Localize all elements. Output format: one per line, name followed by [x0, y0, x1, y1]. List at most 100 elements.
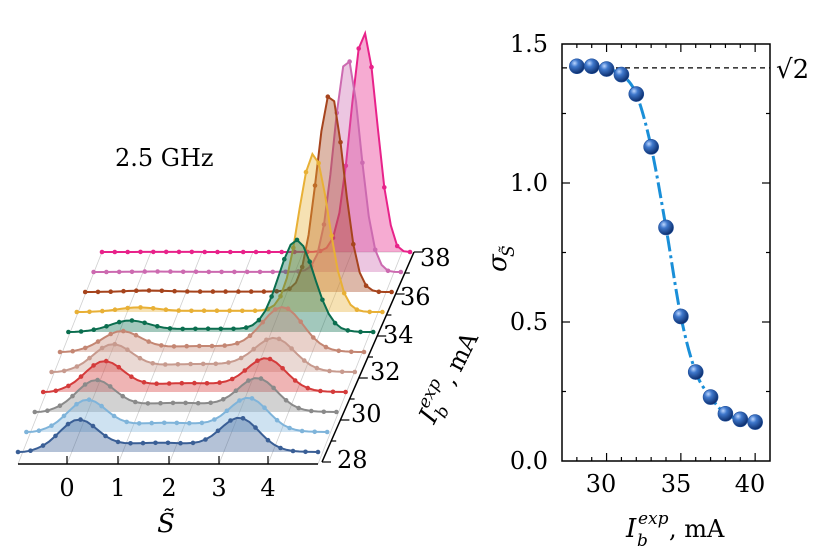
waterfall-point [95, 289, 101, 295]
waterfall-point [115, 439, 121, 445]
waterfall-point [299, 264, 305, 270]
waterfall-point [303, 169, 309, 175]
waterfall-point [325, 94, 331, 99]
waterfall-point [283, 269, 288, 275]
sigma-chart: √2 0.0 0.5 1.0 1.5 30 35 40 I b exp , mA… [483, 30, 809, 551]
waterfall-point [323, 344, 329, 350]
z-tick-label: 28 [337, 446, 368, 474]
waterfall-point [285, 306, 291, 312]
x-tick-label: 35 [661, 470, 692, 498]
waterfall-point [174, 420, 180, 426]
x-tick-label: 2 [161, 474, 176, 502]
waterfall-point [53, 433, 58, 439]
waterfall-point [215, 428, 221, 434]
waterfall-point [28, 448, 33, 454]
waterfall-point [146, 339, 151, 344]
y-tick-label: 0.0 [510, 447, 548, 475]
waterfall-point [209, 343, 215, 349]
waterfall-point [121, 288, 126, 294]
waterfall-point [238, 355, 244, 361]
waterfall-grid [17, 251, 410, 465]
waterfall-point [197, 343, 202, 349]
waterfall-point [192, 380, 197, 386]
waterfall-point [318, 388, 323, 394]
waterfall-point [294, 237, 300, 243]
x-tick-label: 40 [735, 470, 766, 498]
waterfall-point [95, 377, 100, 383]
waterfall-point [276, 336, 282, 342]
waterfall-point [370, 329, 376, 335]
waterfall-point [78, 417, 83, 422]
waterfall-point [57, 403, 63, 409]
waterfall-point [140, 440, 146, 446]
waterfall-point [197, 289, 203, 294]
waterfall-point [74, 364, 80, 369]
waterfall-point [193, 326, 198, 332]
waterfall-point [347, 59, 352, 64]
waterfall-point [321, 409, 327, 415]
waterfall-point [138, 305, 143, 310]
waterfall-point [204, 381, 210, 386]
sigma-data-point [747, 414, 763, 430]
waterfall-point [307, 259, 313, 265]
waterfall-point [116, 269, 122, 275]
waterfall-point [287, 286, 292, 292]
waterfall-point [343, 389, 348, 395]
waterfall-point [108, 331, 113, 337]
waterfall-point [163, 362, 168, 367]
waterfall-point [53, 388, 59, 394]
waterfall-point [179, 380, 185, 386]
waterfall-point [226, 360, 231, 365]
waterfall-point [57, 349, 63, 355]
waterfall-point [303, 449, 308, 455]
waterfall-point [165, 440, 171, 446]
waterfall-point [189, 308, 194, 314]
waterfall-point [70, 348, 75, 354]
waterfall-point [363, 283, 369, 289]
sigma-data-point [673, 308, 689, 325]
waterfall-point [282, 256, 287, 262]
waterfall-point [32, 409, 38, 415]
waterfall-point [240, 249, 246, 255]
waterfall-point [141, 380, 147, 385]
grid-line [317, 251, 403, 465]
waterfall-point [242, 368, 248, 373]
sigma-data-point [732, 411, 749, 428]
waterfall-point [312, 429, 318, 435]
waterfall-point [290, 448, 296, 454]
waterfall-point [256, 317, 262, 323]
waterfall-point [261, 289, 267, 294]
waterfall-point [116, 364, 122, 370]
waterfall-point [103, 358, 109, 364]
waterfall-point [222, 343, 227, 348]
waterfall-point [253, 425, 258, 430]
z-tick-label: 38 [420, 244, 451, 272]
waterfall-point [237, 398, 242, 403]
waterfall-point [274, 417, 280, 423]
waterfall-point [116, 319, 122, 325]
waterfall-point [265, 437, 271, 443]
sigma-data-point [583, 58, 600, 75]
waterfall-point [302, 358, 307, 363]
waterfall-point [354, 307, 360, 313]
sigma-data-point [717, 405, 734, 422]
waterfall-point [193, 269, 199, 275]
waterfall-point [163, 307, 169, 313]
waterfall-point [208, 400, 213, 406]
waterfall-point [125, 347, 130, 353]
waterfall-point [153, 440, 158, 446]
waterfall-point [107, 384, 113, 389]
waterfall-point [142, 320, 147, 326]
waterfall-point [168, 269, 173, 274]
waterfall-point [257, 269, 263, 275]
waterfall-point [244, 269, 250, 275]
waterfall-point [183, 400, 188, 406]
waterfall-point [61, 368, 67, 374]
waterfall-point [99, 403, 104, 409]
waterfall-area [85, 96, 392, 292]
sigma-data-point [628, 86, 645, 102]
grid-line [66, 251, 152, 465]
waterfall-point [86, 397, 92, 403]
waterfall-point [298, 319, 304, 325]
